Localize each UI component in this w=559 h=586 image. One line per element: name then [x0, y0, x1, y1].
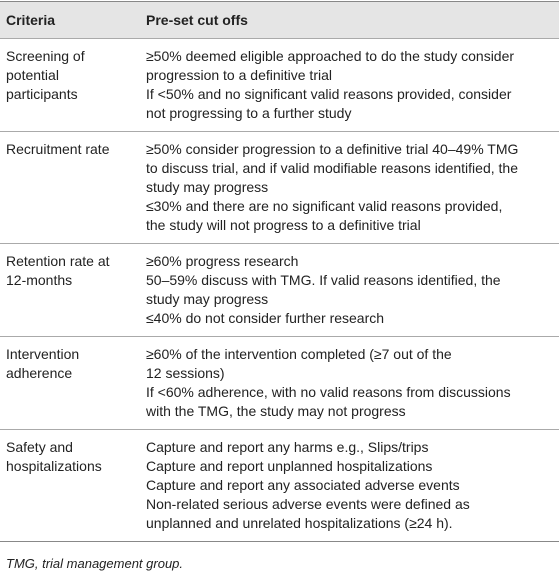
cell-line: Retention rate at: [6, 253, 110, 269]
cell-line: potential: [6, 67, 59, 83]
cell-line: participants: [6, 86, 78, 102]
cell-line: progression to a definitive trial: [146, 67, 332, 83]
cell-line: Non-related serious adverse events were …: [146, 496, 470, 512]
cell-line: ≥60% of the intervention completed (≥7 o…: [146, 346, 452, 362]
cutoffs-cell: ≥60% of the intervention completed (≥7 o…: [140, 336, 559, 430]
cell-line: hospitalizations: [6, 458, 102, 474]
table-body: Screening of potential participants ≥50% de…: [0, 38, 559, 542]
cutoffs-cell: ≥50% deemed eligible approached to do th…: [140, 38, 559, 132]
cell-line: the study will not progress to a definit…: [146, 217, 421, 233]
criteria-cell: Intervention adherence: [0, 336, 140, 430]
cell-line: 12 sessions): [146, 365, 225, 381]
cell-line: ≥50% consider progression to a definitiv…: [146, 141, 519, 157]
header-row: Criteria Pre-set cut offs: [0, 1, 559, 39]
table-row: Intervention adherence ≥60% of the interve…: [0, 336, 559, 430]
cutoffs-cell: ≥60% progress research 50–59% discuss wit…: [140, 243, 559, 337]
cell-line: study may progress: [146, 179, 269, 195]
criteria-cell: Retention rate at 12-months: [0, 243, 140, 337]
cell-line: to discuss trial, and if valid modifiabl…: [146, 160, 518, 176]
cell-line: with the TMG, the study may not progress: [146, 403, 406, 419]
cutoffs-cell: Capture and report any harms e.g., Slips…: [140, 429, 559, 542]
cell-line: Safety and: [6, 439, 73, 455]
header-cell: Pre-set cut offs: [140, 1, 559, 39]
criteria-cell: Safety and hospitalizations: [0, 429, 140, 542]
cell-line: Capture and report any associated advers…: [146, 477, 460, 493]
cell-line: study may progress: [146, 291, 269, 307]
header-cell: Criteria: [0, 1, 140, 39]
table-row: Retention rate at 12-months ≥60% progress …: [0, 243, 559, 337]
cell-line: If <50% and no significant valid reasons…: [146, 86, 512, 102]
cell-line: Screening of: [6, 48, 85, 64]
table-row: Screening of potential participants ≥50% de…: [0, 38, 559, 132]
cell-line: Intervention: [6, 346, 80, 362]
cell-line: ≥50% deemed eligible approached to do th…: [146, 48, 515, 64]
cutoffs-cell: ≥50% consider progression to a definitiv…: [140, 131, 559, 244]
cell-line: 50–59% discuss with TMG. If valid reason…: [146, 272, 501, 288]
cell-line: ≤30% and there are no significant valid …: [146, 198, 503, 214]
criteria-cell: Screening of potential participants: [0, 38, 140, 132]
cell-line: Capture and report any harms e.g., Slips…: [146, 439, 429, 455]
criteria-cell: Recruitment rate: [0, 131, 140, 244]
cell-line: adherence: [6, 365, 73, 381]
table-row: Safety and hospitalizations Capture and re…: [0, 429, 559, 542]
cell-line: If <60% adherence, with no valid reasons…: [146, 384, 511, 400]
footnote: TMG, trial management group.: [6, 556, 184, 571]
cell-line: not progressing to a further study: [146, 105, 352, 121]
cell-line: Recruitment rate: [6, 141, 110, 157]
criteria-table: Criteria Pre-set cut offs Screening of po…: [0, 1, 559, 542]
cell-line: Capture and report unplanned hospitaliza…: [146, 458, 433, 474]
table-row: Recruitment rate ≥50% consider progressio…: [0, 131, 559, 244]
cell-line: unplanned and unrelated hospitalizations…: [146, 515, 453, 531]
cell-line: 12-months: [6, 272, 73, 288]
cell-line: ≥60% progress research: [146, 253, 299, 269]
cell-line: ≤40% do not consider further research: [146, 310, 385, 326]
